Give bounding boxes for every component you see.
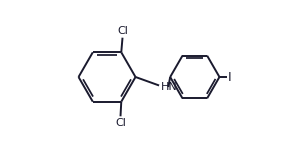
- Text: Cl: Cl: [115, 118, 126, 128]
- Text: HN: HN: [161, 82, 178, 92]
- Text: I: I: [228, 71, 231, 83]
- Text: Cl: Cl: [117, 26, 128, 36]
